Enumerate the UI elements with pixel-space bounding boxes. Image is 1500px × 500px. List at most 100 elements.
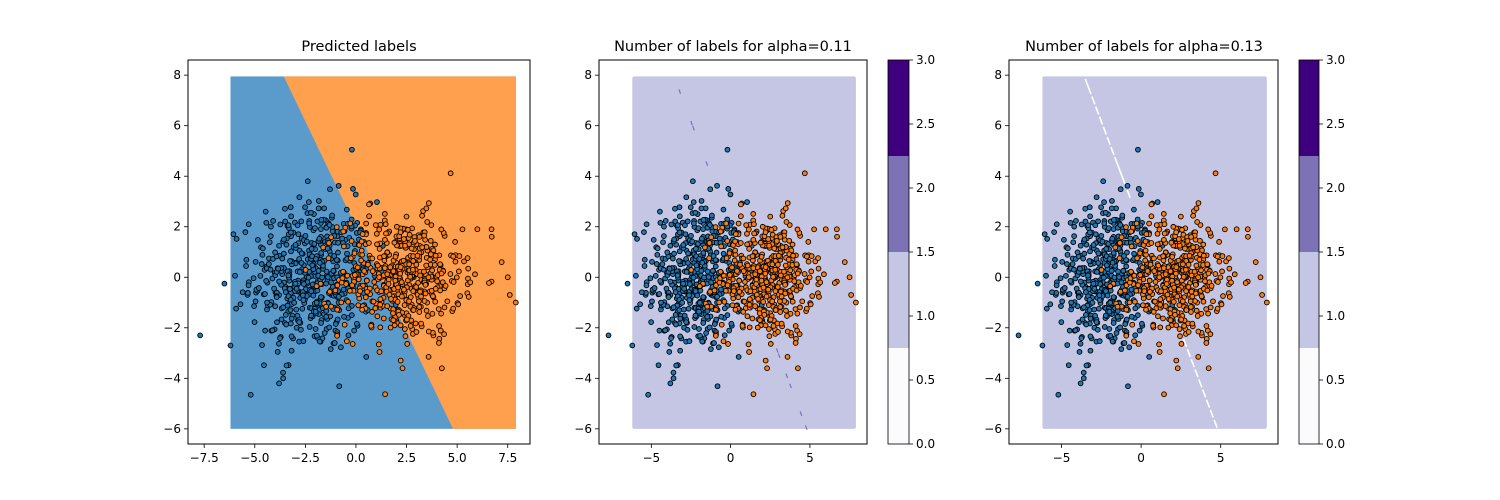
data-point <box>754 324 761 331</box>
data-point <box>723 255 730 262</box>
data-point <box>498 259 505 265</box>
data-point <box>1146 220 1152 227</box>
data-point <box>1195 328 1202 335</box>
data-point <box>349 282 355 289</box>
data-point <box>263 219 270 226</box>
data-point <box>1071 223 1078 230</box>
data-point <box>309 253 315 260</box>
data-point <box>769 261 776 268</box>
data-point <box>1101 199 1107 205</box>
data-point <box>1077 380 1084 387</box>
data-point <box>1110 250 1117 256</box>
data-point <box>313 283 320 290</box>
data-point <box>1178 213 1184 220</box>
data-point <box>667 380 674 387</box>
data-point <box>442 283 449 289</box>
boundary-mark <box>1091 96 1096 105</box>
data-point <box>745 226 752 233</box>
data-point <box>310 292 317 299</box>
data-point <box>237 301 244 308</box>
data-point <box>668 335 674 342</box>
data-point <box>774 284 781 290</box>
data-point <box>298 250 305 257</box>
data-point <box>348 238 355 244</box>
data-point <box>233 305 239 312</box>
data-point <box>245 282 252 289</box>
data-point <box>770 323 777 329</box>
data-point <box>724 146 731 153</box>
data-point <box>1079 316 1086 323</box>
data-point <box>488 226 495 233</box>
data-point <box>283 241 290 248</box>
y-tick-label: 2 <box>994 220 1002 234</box>
y-tick-label: 8 <box>173 68 181 82</box>
data-point <box>1135 186 1142 192</box>
data-point <box>1114 313 1121 320</box>
data-point <box>326 324 333 331</box>
data-point <box>435 306 442 312</box>
data-point <box>264 299 270 306</box>
data-point <box>1208 283 1215 289</box>
data-point <box>416 234 423 240</box>
data-point <box>1181 323 1187 329</box>
data-point <box>1091 285 1098 292</box>
data-point <box>777 309 784 315</box>
data-point <box>417 272 423 279</box>
data-point <box>762 229 769 236</box>
data-point <box>717 268 724 275</box>
data-point <box>1086 307 1093 313</box>
data-point <box>413 261 420 268</box>
data-point <box>416 298 422 305</box>
data-point <box>751 221 757 228</box>
data-point <box>1182 245 1188 252</box>
data-point <box>1170 223 1177 230</box>
data-point <box>721 298 728 305</box>
data-point <box>667 242 674 249</box>
data-point <box>417 288 423 295</box>
data-point <box>1257 274 1264 281</box>
data-point <box>377 221 384 228</box>
data-point <box>649 298 655 305</box>
data-point <box>1071 266 1077 273</box>
data-point <box>1123 316 1130 323</box>
data-point <box>629 342 636 349</box>
data-point <box>749 253 756 260</box>
data-point <box>1128 313 1135 320</box>
data-point <box>464 255 471 261</box>
data-point <box>402 326 408 332</box>
data-point <box>693 262 700 269</box>
data-point <box>465 294 472 300</box>
data-point <box>782 281 788 288</box>
data-point <box>721 332 728 339</box>
data-point <box>418 293 424 300</box>
data-point <box>1177 333 1183 340</box>
data-point <box>308 312 314 319</box>
data-point <box>341 321 348 328</box>
data-point <box>794 270 801 277</box>
data-point <box>1092 312 1098 319</box>
data-point <box>1087 333 1094 340</box>
data-point <box>413 329 420 335</box>
data-point <box>1161 391 1167 398</box>
data-point <box>486 280 492 286</box>
data-point <box>692 209 699 216</box>
boundary-mark <box>692 125 695 131</box>
data-point <box>1092 231 1099 238</box>
data-point <box>1171 284 1177 291</box>
data-point <box>1061 236 1067 243</box>
data-point <box>657 208 663 215</box>
data-point <box>1180 261 1186 268</box>
data-point <box>1190 244 1197 251</box>
data-point <box>711 287 718 294</box>
data-point <box>1174 293 1181 300</box>
data-point <box>1139 264 1146 271</box>
data-point <box>711 340 717 346</box>
data-point <box>738 213 744 220</box>
data-point <box>1034 280 1041 287</box>
data-point <box>345 298 351 305</box>
data-point <box>1109 235 1116 242</box>
data-point <box>735 354 742 360</box>
data-point <box>352 272 358 278</box>
boundary-mark <box>1209 409 1214 418</box>
data-point <box>633 305 640 312</box>
